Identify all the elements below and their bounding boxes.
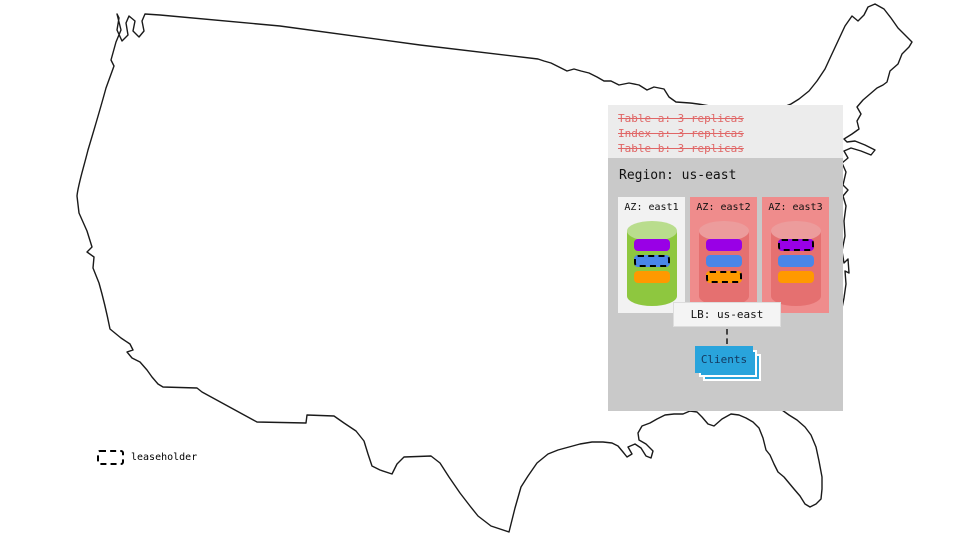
az-east2: AZ: east2	[690, 197, 757, 313]
replica-stack	[777, 239, 814, 283]
replica-bar	[705, 255, 742, 267]
az-east1-label: AZ: east1	[624, 202, 679, 213]
az-east3: AZ: east3	[762, 197, 829, 313]
replica-bar	[633, 255, 670, 267]
clients-stack: Clients	[695, 346, 761, 381]
db-node-east2	[698, 221, 749, 307]
legend-label: leaseholder	[131, 452, 198, 463]
db-node-east1	[626, 221, 677, 307]
replica-bar	[777, 271, 814, 283]
lb-clients-connector	[726, 329, 728, 344]
db-node-east3	[770, 221, 821, 307]
replica-stack	[705, 239, 742, 283]
leaseholder-swatch-icon	[97, 450, 124, 465]
deployment-panel: Table a: 3 replicas Index a: 3 replicas …	[608, 105, 843, 411]
region-title: Region: us-east	[619, 168, 737, 183]
replica-bar	[777, 255, 814, 267]
az-east1: AZ: east1	[618, 197, 685, 313]
annotation-table-b: Table b: 3 replicas	[618, 142, 744, 155]
replica-bar	[777, 239, 814, 251]
az-east2-label: AZ: east2	[696, 202, 751, 213]
az-east3-label: AZ: east3	[768, 202, 823, 213]
region-us-east: Region: us-east AZ: east1	[608, 158, 843, 411]
replica-bar	[705, 239, 742, 251]
annotation-index-a: Index a: 3 replicas	[618, 127, 744, 140]
annotation-table-a: Table a: 3 replicas	[618, 112, 744, 125]
schema-annotations: Table a: 3 replicas Index a: 3 replicas …	[608, 105, 843, 158]
replica-bar	[633, 239, 670, 251]
legend: leaseholder	[97, 450, 197, 465]
load-balancer: LB: us-east	[673, 302, 781, 327]
replica-bar	[705, 271, 742, 283]
clients-box: Clients	[695, 346, 753, 373]
replica-stack	[633, 239, 670, 283]
az-row: AZ: east1 AZ: east2	[618, 197, 829, 313]
replica-bar	[633, 271, 670, 283]
